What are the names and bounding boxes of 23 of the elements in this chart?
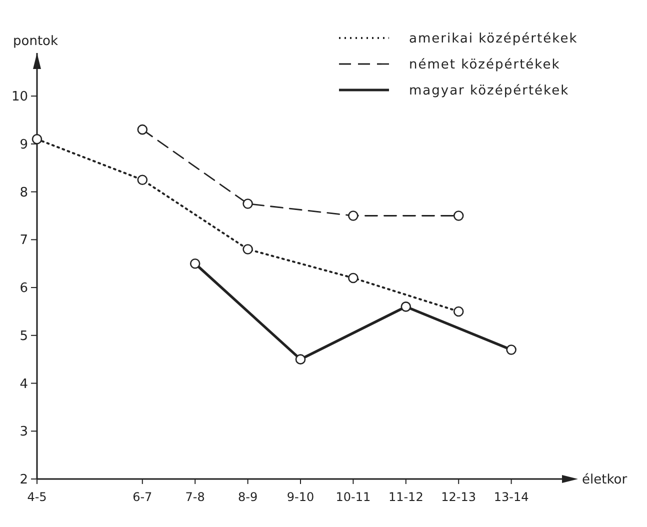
x-tick-label: 12-13 [441,490,476,504]
x-tick-label: 6-7 [132,490,152,504]
x-tick-label: 9-10 [286,490,314,504]
x-axis-title: életkor [582,472,628,488]
y-tick-label: 6 [20,281,28,296]
y-tick-label: 9 [20,137,28,152]
y-tick-label: 3 [20,424,28,440]
y-tick-label: 2 [20,472,28,488]
y-tick-label: 7 [20,233,28,248]
y-axis-title: pontok [13,34,58,49]
legend-label: német középértékek [409,58,560,73]
x-tick-label: 4-5 [27,490,47,504]
x-tick-label: 7-8 [185,490,205,504]
y-tick-label: 5 [20,328,28,344]
x-tick-label: 11-12 [388,490,424,504]
x-tick-label: 10-11 [336,490,371,504]
y-tick-label: 10 [11,90,28,105]
legend-label: amerikai középértékek [409,32,578,47]
y-tick-label: 8 [20,185,28,200]
x-tick-label: 8-9 [238,490,258,504]
x-tick-label: 13-14 [494,490,529,504]
y-tick-label: 4 [20,376,28,392]
legend-label: magyar középértékek [409,84,570,99]
